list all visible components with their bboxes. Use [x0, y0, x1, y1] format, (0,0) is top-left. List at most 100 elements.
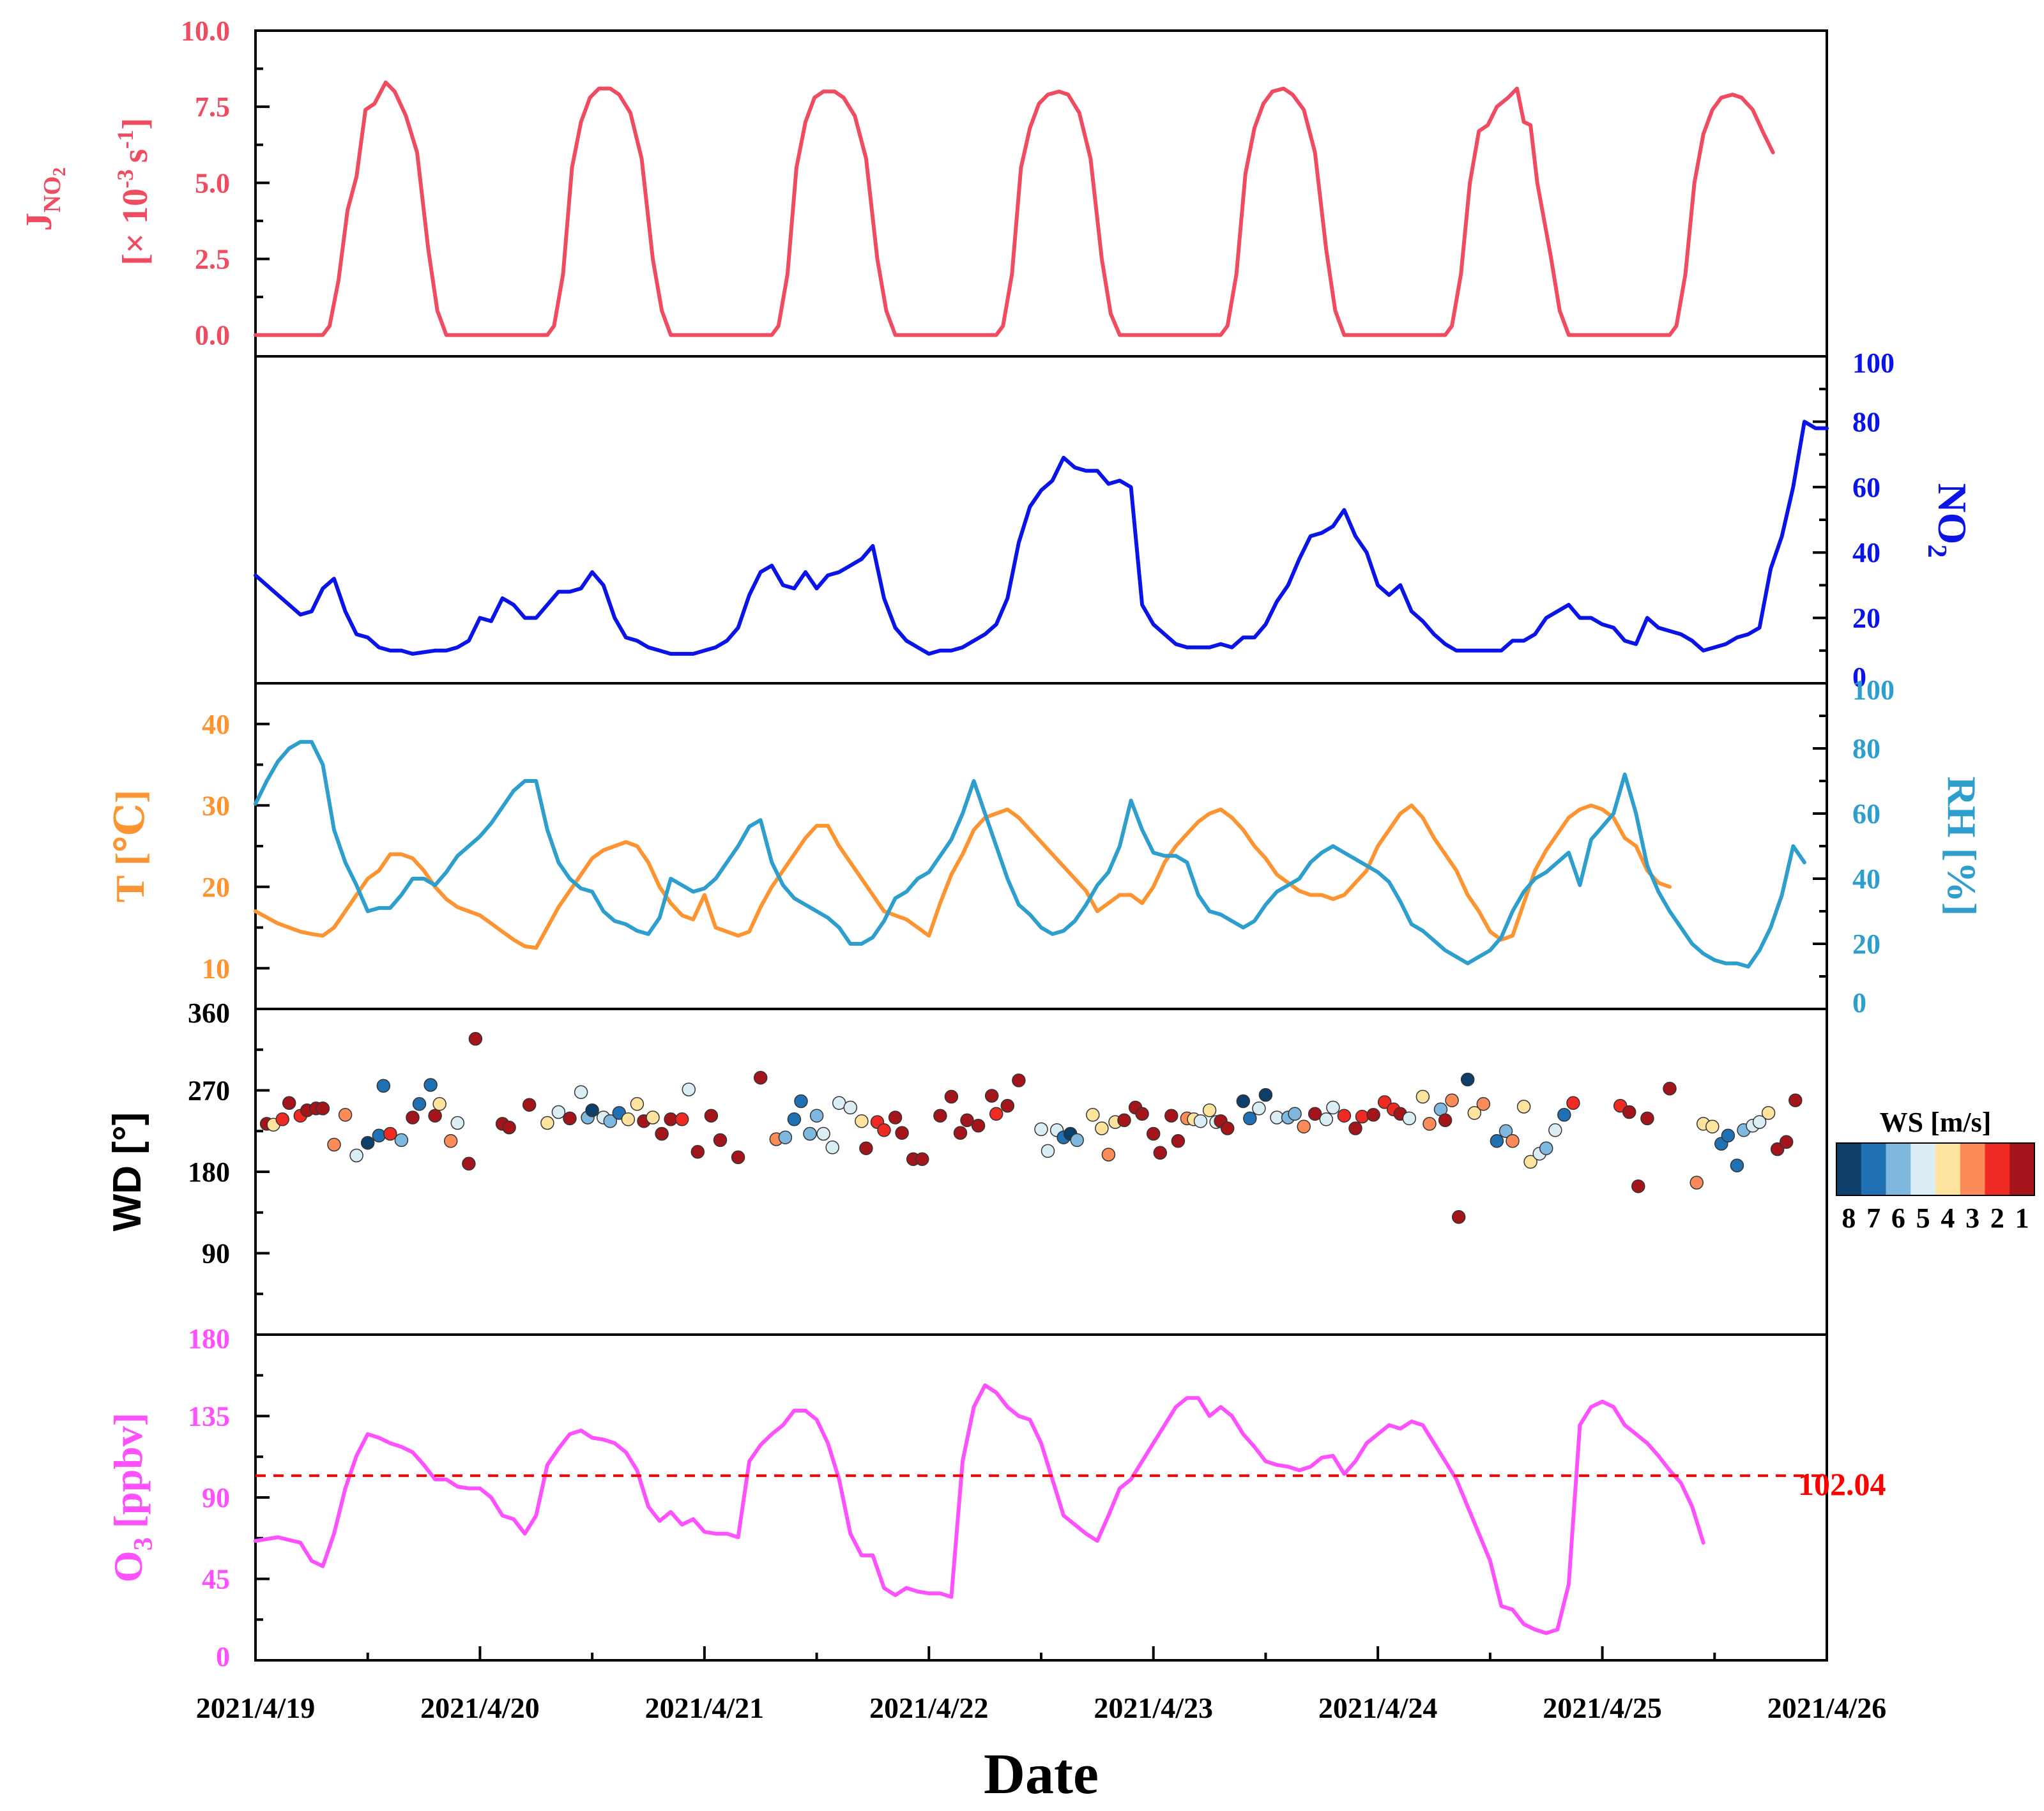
- rh-tick-label: 0: [1852, 987, 1866, 1019]
- x-tick-label: 2021/4/19: [196, 1692, 316, 1724]
- wind-point: [855, 1114, 869, 1128]
- rh-tick-label: 100: [1852, 674, 1895, 706]
- wind-point: [1236, 1094, 1251, 1109]
- wind-point: [1539, 1141, 1553, 1155]
- wind-point: [895, 1126, 909, 1140]
- wind-point: [1171, 1134, 1186, 1148]
- wind-point: [406, 1110, 420, 1125]
- wind-point: [1202, 1103, 1217, 1118]
- svg-text:O3[ppbv]: O3 [ppbv]: [105, 1413, 158, 1582]
- x-tick-label: 2021/4/24: [1318, 1692, 1438, 1724]
- colorbar-cell: [1886, 1143, 1911, 1195]
- wind-point: [502, 1120, 516, 1135]
- no2-title-sub: 2: [1922, 545, 1951, 558]
- colorbar-cell: [1985, 1143, 2010, 1195]
- colorbar-label: 7: [1866, 1202, 1880, 1234]
- wind-point: [1752, 1115, 1767, 1129]
- wind-point: [825, 1140, 839, 1155]
- x-tick-label: 2021/4/23: [1094, 1692, 1213, 1724]
- wind-point: [1117, 1113, 1131, 1128]
- o3-line: [254, 1383, 1705, 1635]
- wd-tick-label: 270: [188, 1075, 230, 1107]
- t-line: [254, 803, 1672, 950]
- no2-tick-label: 0: [1852, 662, 1866, 693]
- wind-point: [1622, 1105, 1636, 1119]
- svg-text:NO2: NO2: [1922, 483, 1975, 558]
- wind-point: [1770, 1142, 1785, 1156]
- series-layer: [254, 80, 1829, 1635]
- jno2-axis-title: JNO2: [18, 167, 70, 231]
- wind-point: [383, 1126, 397, 1141]
- rh-tick-label: 40: [1852, 863, 1880, 895]
- wind-point: [412, 1097, 427, 1111]
- wind-point: [282, 1096, 296, 1110]
- wind-point: [1366, 1108, 1380, 1122]
- wind-point: [794, 1094, 808, 1109]
- wind-point: [713, 1133, 728, 1148]
- wind-point: [1516, 1100, 1531, 1114]
- wind-point: [1402, 1111, 1417, 1126]
- wind-point: [428, 1109, 442, 1123]
- wind-point: [462, 1156, 476, 1171]
- t-tick-label: 20: [202, 872, 230, 903]
- colorbar-cell: [1836, 1143, 1862, 1195]
- wind-point: [1193, 1114, 1208, 1128]
- wind-point: [1070, 1133, 1084, 1148]
- wind-point: [1012, 1073, 1026, 1087]
- wind-point: [984, 1089, 999, 1103]
- colorbar-border: [1836, 1142, 2035, 1196]
- wind-point: [372, 1128, 386, 1143]
- wind-point: [675, 1112, 689, 1126]
- wind-point: [1467, 1106, 1482, 1120]
- panel-frame-jno2: [254, 29, 1828, 358]
- wind-point: [1377, 1095, 1392, 1109]
- colorbar-label: 2: [1990, 1202, 2004, 1234]
- colorbar-label: 4: [1941, 1202, 1955, 1234]
- o3-tick-label: 45: [202, 1564, 230, 1595]
- wind-point: [933, 1109, 947, 1123]
- wind-point: [585, 1103, 599, 1118]
- wind-point: [423, 1078, 438, 1092]
- wind-point: [1146, 1126, 1161, 1141]
- wind-point: [376, 1079, 391, 1093]
- o3-title-unit: [ppbv]: [105, 1413, 151, 1528]
- o3-tick-label: 90: [202, 1482, 230, 1513]
- wind-point: [522, 1098, 537, 1112]
- wind-point: [338, 1108, 353, 1122]
- x-tick-label: 2021/4/21: [645, 1692, 765, 1724]
- wind-point: [443, 1134, 458, 1148]
- wind-point: [316, 1102, 330, 1116]
- wind-point: [1415, 1089, 1430, 1104]
- t-axis-title: T [℃]: [107, 790, 153, 903]
- wind-point: [1422, 1117, 1437, 1131]
- wind-point: [1288, 1107, 1302, 1121]
- wind-point: [1779, 1135, 1794, 1149]
- wind-point: [1548, 1123, 1562, 1137]
- wind-scatter-points: [259, 1032, 1803, 1224]
- colorbar-label: 6: [1891, 1202, 1905, 1234]
- wind-point: [1721, 1128, 1735, 1143]
- no2-tick-label: 100: [1852, 347, 1895, 379]
- wind-point: [690, 1145, 705, 1159]
- jno2-title-main: J: [18, 213, 59, 231]
- colorbar-label: 8: [1842, 1202, 1856, 1234]
- colorbar-cell: [1935, 1143, 1961, 1195]
- rh-tick-label: 80: [1852, 733, 1880, 764]
- wind-point: [1499, 1124, 1513, 1139]
- rh-title-text: RH [%]: [1939, 777, 1985, 916]
- wind-point: [360, 1135, 375, 1150]
- wind-point: [971, 1119, 986, 1133]
- x-tick-label: 2021/4/22: [869, 1692, 989, 1724]
- jno2-unit-mid: s: [116, 149, 155, 163]
- x-tick-label: 2021/4/20: [420, 1692, 540, 1724]
- jno2-title-sub: NO: [39, 176, 66, 213]
- jno2-tick-label: 2.5: [195, 243, 230, 275]
- jno2-unit-exp1: -3: [112, 169, 138, 188]
- rh-line: [254, 739, 1806, 969]
- no2-line: [254, 420, 1829, 656]
- wind-point: [859, 1141, 873, 1155]
- wind-point: [1135, 1107, 1149, 1121]
- o3-reference-label: 102.04: [1798, 1466, 1886, 1502]
- wind-point: [1490, 1134, 1504, 1148]
